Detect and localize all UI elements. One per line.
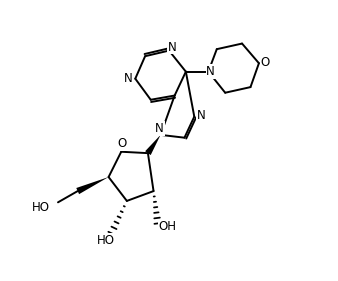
Text: N: N: [168, 41, 177, 54]
Text: N: N: [206, 65, 215, 78]
Polygon shape: [76, 177, 108, 194]
Text: O: O: [117, 137, 126, 150]
Text: N: N: [124, 72, 132, 85]
Text: HO: HO: [31, 201, 50, 214]
Text: HO: HO: [97, 234, 115, 247]
Text: O: O: [261, 56, 270, 69]
Text: OH: OH: [159, 220, 176, 233]
Text: N: N: [155, 122, 164, 135]
Polygon shape: [145, 135, 161, 155]
Text: N: N: [197, 109, 206, 122]
